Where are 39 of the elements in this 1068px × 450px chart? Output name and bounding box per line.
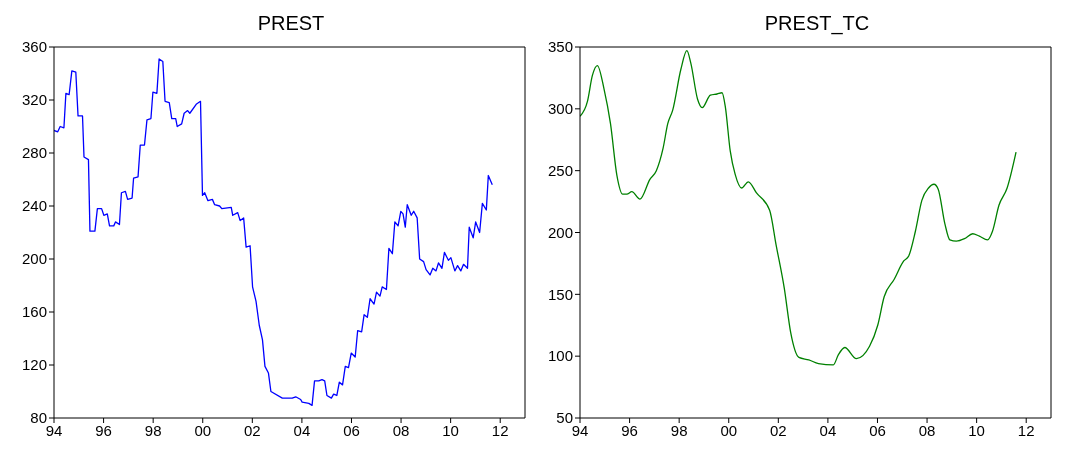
y-tick-label: 200	[21, 250, 47, 268]
x-tick-label: 12	[491, 421, 509, 439]
y-tick-label: 350	[547, 38, 573, 56]
x-tick-label: 96	[95, 421, 112, 439]
chart-title: PREST_TC	[763, 11, 871, 37]
x-tick-label: 08	[392, 421, 410, 439]
y-tick-label: 200	[547, 223, 573, 241]
chart-title: PREST	[256, 11, 326, 36]
x-tick-label: 12	[1017, 421, 1035, 439]
y-tick-label: 80	[30, 409, 47, 427]
y-tick-label: 160	[21, 303, 47, 321]
x-tick-label: 08	[918, 421, 936, 439]
y-tick-label: 120	[21, 356, 47, 374]
x-tick-label: 02	[769, 421, 787, 439]
y-tick-label: 50	[556, 409, 573, 427]
x-tick-label: 00	[194, 421, 212, 439]
line-series	[580, 50, 1017, 366]
x-tick-label: 96	[621, 421, 638, 439]
x-tick-label: 10	[442, 421, 459, 439]
x-tick-label: 04	[293, 421, 311, 439]
x-tick-label: 10	[968, 421, 985, 439]
x-tick-label: 98	[670, 421, 688, 439]
x-tick-label: 02	[243, 421, 261, 439]
y-tick-label: 360	[21, 38, 47, 56]
x-tick-label: 94	[571, 421, 589, 439]
x-tick-label: 00	[720, 421, 738, 439]
y-tick-label: 250	[547, 161, 573, 179]
line-series	[54, 58, 493, 407]
x-tick-label: 06	[343, 421, 360, 439]
x-tick-label: 06	[869, 421, 886, 439]
x-tick-label: 94	[45, 421, 63, 439]
x-tick-label: 98	[144, 421, 162, 439]
y-tick-label: 280	[21, 144, 47, 162]
y-tick-label: 240	[21, 197, 47, 215]
y-tick-label: 100	[547, 347, 573, 365]
y-tick-label: 300	[547, 100, 573, 118]
y-tick-label: 320	[21, 91, 47, 109]
x-tick-label: 04	[819, 421, 837, 439]
y-tick-label: 150	[547, 285, 573, 303]
